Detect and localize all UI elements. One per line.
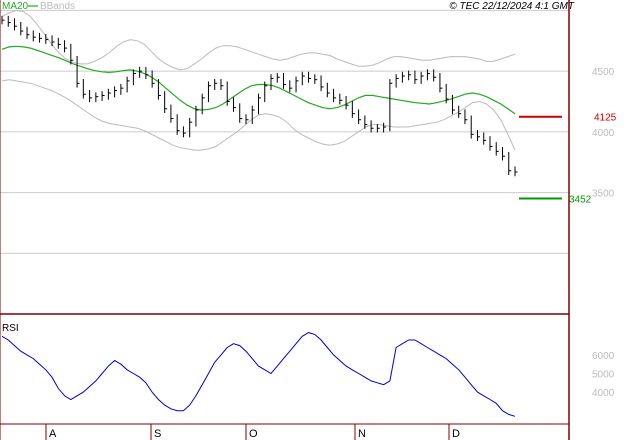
rsi-tick-label: 5000 [592,370,615,381]
ma20-series [1,45,516,115]
x-tick-label: S [154,428,161,440]
x-tick-label: D [452,428,460,440]
price-tick-label: 4000 [592,128,615,139]
ma20-line [1,45,516,115]
price-levels: 4125 3452 [519,113,617,205]
bbands-series [1,9,516,151]
copyright-text: © TEC 22/12/2024 4:1 GMT [449,1,575,12]
support-level-label: 3452 [569,194,592,205]
x-tick-label: O [249,428,258,440]
rsi-title: RSI [2,323,19,334]
resistance-level-label: 4125 [594,113,617,124]
rsi-line [1,332,516,417]
bbands-line [1,79,516,151]
price-tick-label: 4500 [592,67,615,78]
rsi-series [1,332,516,417]
legend-bbands: BBands [40,1,75,12]
rsi-axis-ticks: 6000 5000 4000 [592,351,615,399]
rsi-tick-label: 6000 [592,351,615,362]
legend-ma20: MA20 [2,1,29,12]
x-tick-label: N [358,428,366,440]
bbands-line [1,9,516,71]
price-axis-ticks: 4500 4000 3500 [592,67,615,199]
x-tick-label: A [49,428,57,440]
price-gridlines [0,9,569,254]
price-series [1,15,518,177]
price-panel [0,0,569,313]
price-tick-label: 3500 [592,189,615,200]
rsi-tick-label: 4000 [592,388,615,399]
